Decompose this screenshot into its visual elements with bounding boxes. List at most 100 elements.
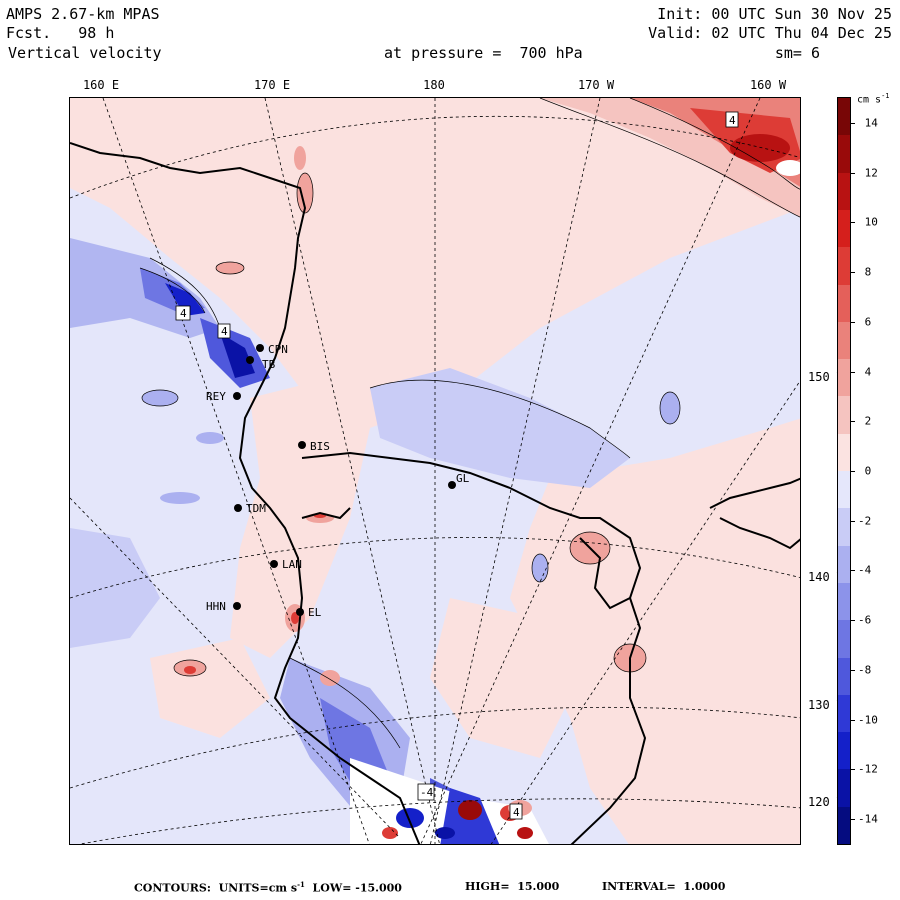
station-labels: CPN TB REY BIS GL TDM LAN HHN EL [206,343,470,619]
station-lan-label: LAN [282,558,302,571]
station-rey-label: REY [206,390,226,403]
colorbar-tick [851,371,855,373]
station-cpn-label: CPN [268,343,288,356]
graticule [70,98,800,844]
lon-label-180: 180 [423,78,445,92]
valid-time: Valid: 02 UTC Thu 04 Dec 25 [648,24,892,42]
colorbar-segment [838,247,850,285]
colorbar-segment [838,135,850,174]
colorbar-tick-label: 8 [858,265,872,279]
contour-value-boxes: 4 4 -4 4 4 [175,111,739,820]
map-svg: CPN TB REY BIS GL TDM LAN HHN EL 4 4 -4 … [70,98,800,844]
colorbar-segment [838,321,850,360]
forecast-hours: 98 h [78,24,115,42]
colorbar-tick [851,172,855,174]
colorbar-tick-label: 4 [858,365,872,379]
footer-interval: INTERVAL= 1.0000 [602,880,726,893]
colorbar-segment [838,433,850,472]
station-gl-marker [448,481,456,489]
bottom-mountain-field [350,758,549,844]
colorbar-segment [838,98,850,136]
station-tdm-label: TDM [246,502,266,515]
station-tdm-marker [234,504,242,512]
station-markers [233,344,456,616]
colorbar-tick [851,122,855,124]
colorbar-segment [838,694,850,733]
colorbar-tick-label: -6 [858,613,872,627]
colorbar-tick-label: -8 [858,663,872,677]
colorbar-segment [838,172,850,211]
coastline [70,142,800,844]
colorbar-segment [838,806,850,845]
colorbar-tick-label: 10 [858,215,878,229]
station-el-label: EL [308,606,322,619]
colorbar-segment [838,657,850,696]
level-value: 700 hPa [519,44,583,62]
contour-label-w: 4 [221,325,228,338]
colorbar-tick-label: -14 [858,812,878,826]
colorbar-tick-label: 6 [858,315,872,329]
strong-positive-cells [184,514,326,674]
pressure-level: at pressure = 700 hPa [384,44,583,62]
forecast-line: Fcst. 98 h [6,24,114,42]
colorbar-tick [851,669,855,671]
colorbar-segment [838,359,850,397]
station-hhn-label: HHN [206,600,226,613]
station-el-marker [296,608,304,616]
colorbar-tick-label: -12 [858,762,878,776]
station-rey-marker [233,392,241,400]
colorbar-segment [838,284,850,323]
colorbar-segment [838,471,850,509]
colorbar-tick [851,570,855,572]
colorbar-segment [838,396,850,435]
colorbar-tick [851,222,855,224]
contour-label-sw: -4 [420,786,434,799]
colorbar-unit: cm s-1 [857,92,890,106]
scattered-negative-cells [142,390,680,582]
lon-label-170e: 170 E [253,78,291,92]
colorbar-tick [851,321,855,323]
contour-lines [139,98,800,749]
colorbar-tick [851,421,855,423]
colorbar-segment [838,620,850,658]
colorbar-tick-label: 2 [858,414,872,428]
station-lan-marker [270,560,278,568]
colorbar-tick [851,819,855,821]
map-panel: CPN TB REY BIS GL TDM LAN HHN EL 4 4 -4 … [69,97,801,845]
lon-label-160w: 160 W [749,78,787,92]
colorbar-tick [851,520,855,522]
colorbar-segment [838,769,850,808]
station-gl-label: GL [456,472,470,485]
colorbar-segment [838,545,850,584]
colorbar-segment [838,209,850,248]
colorbar-tick-label: -10 [858,713,878,727]
colorbar-tick-label: 0 [858,464,872,478]
station-tb-marker [246,356,254,364]
colorbar-tick-label: -4 [858,563,872,577]
station-bis-marker [298,441,306,449]
contour-label-ne: 4 [729,114,736,127]
footer-contours: CONTOURS: UNITS=cm s-1 LOW= -15.000 [134,880,402,895]
strong-positive-ne [540,98,800,218]
colorbar-tick [851,272,855,274]
station-tb-label: TB [262,358,276,371]
station-cpn-marker [256,344,264,352]
colorbar-segment [838,732,850,770]
contour-label-s: 4 [513,806,520,819]
level-label: at pressure = [384,44,502,62]
colorbar [837,97,851,845]
colorbar-tick [851,471,855,472]
smoothing: sm= 6 [774,44,820,62]
variable-name: Vertical velocity [8,44,162,62]
contour-label-nw: 4 [180,307,187,320]
lon-label-170w: 170 W [577,78,615,92]
colorbar-tick-label: -2 [858,514,872,528]
station-bis-label: BIS [310,440,330,453]
lon-label-160e: 160 E [82,78,120,92]
footer-high: HIGH= 15.000 [465,880,560,893]
colorbar-tick [851,719,855,721]
colorbar-segment [838,582,850,621]
colorbar-tick [851,769,855,771]
station-hhn-marker [233,602,241,610]
colorbar-tick-label: 12 [858,166,878,180]
